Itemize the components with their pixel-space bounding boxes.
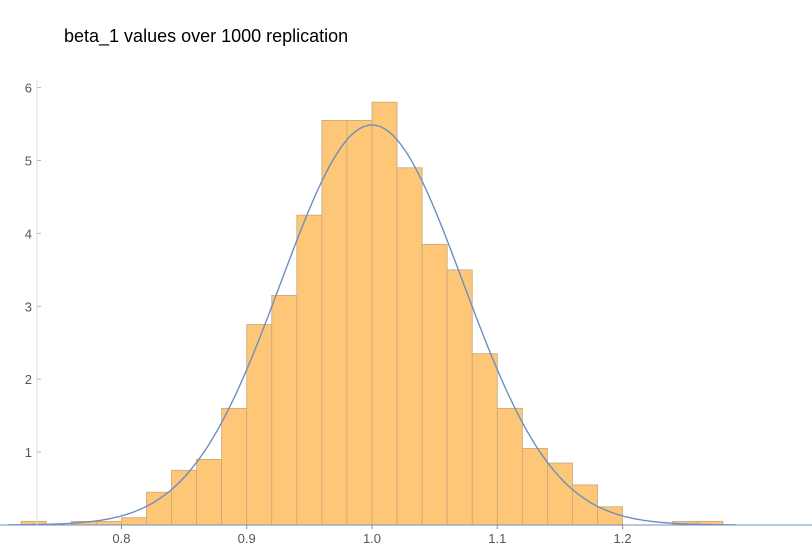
x-tick-label: 1.2	[614, 531, 632, 546]
x-tick-label: 0.9	[238, 531, 256, 546]
y-tick-label: 5	[25, 154, 32, 169]
histogram-bar	[171, 469, 197, 526]
histogram-bar	[271, 294, 298, 526]
histogram-bar	[572, 484, 598, 526]
chart-title: beta_1 values over 1000 replication	[64, 26, 349, 46]
x-tick-label: 0.8	[112, 531, 130, 546]
histogram-bar	[421, 243, 448, 526]
histogram-bars	[20, 101, 724, 526]
histogram-bar	[321, 120, 348, 526]
histogram-bar	[496, 407, 523, 526]
y-axis-ticks: 1 2 3 4 5 6	[25, 81, 41, 460]
y-tick-label: 3	[25, 299, 32, 314]
x-axis-ticks: 0.8 0.9 1.0 1.1 1.2	[112, 525, 632, 546]
histogram-bar	[597, 506, 623, 526]
histogram-bar	[547, 462, 573, 526]
normal-density-curve	[8, 124, 736, 526]
histogram-bar	[446, 269, 473, 526]
histogram-bar	[371, 101, 398, 526]
histogram-bar	[196, 458, 223, 526]
y-tick-label: 1	[25, 445, 32, 460]
y-tick-label: 4	[25, 226, 32, 241]
histogram-bar	[396, 167, 423, 526]
histogram-bar	[296, 214, 323, 526]
y-tick-label: 2	[25, 372, 32, 387]
histogram-bar	[346, 120, 373, 526]
histogram-bar	[95, 520, 122, 526]
histogram-bar	[246, 324, 273, 526]
histogram-bar	[221, 407, 248, 526]
histogram-bar	[521, 448, 548, 526]
histogram-bar	[121, 517, 147, 526]
y-tick-label: 6	[25, 81, 32, 96]
x-tick-label: 1.0	[363, 531, 381, 546]
x-tick-label: 1.1	[488, 531, 506, 546]
histogram-bar	[471, 353, 498, 526]
histogram-bar	[146, 491, 172, 526]
